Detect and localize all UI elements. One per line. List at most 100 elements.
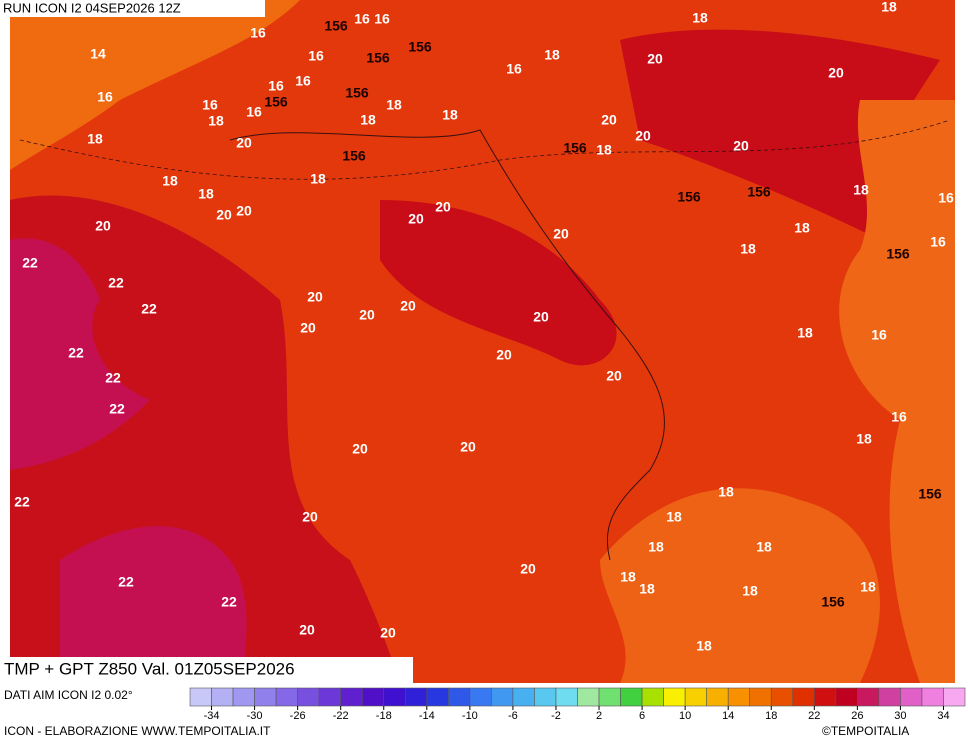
colorbar-tick-label: -30: [247, 710, 263, 722]
colorbar-swatch: [555, 687, 578, 707]
contour-label: 16: [308, 48, 324, 64]
colorbar-swatch: [749, 687, 772, 707]
contour-label: 156: [821, 594, 845, 610]
colorbar-swatch: [340, 687, 363, 707]
contour-label: 22: [105, 370, 121, 386]
contour-label: 18: [692, 10, 708, 26]
colorbar-swatch: [684, 687, 707, 707]
contour-label: 16: [246, 104, 262, 120]
contour-label: 20: [553, 226, 569, 242]
contour-label: 156: [563, 140, 587, 156]
contour-label: 22: [109, 401, 125, 417]
colorbar: -34 -30 -26 -22 -18 -14 -10 -6 -2 2 6 10 14 18 22 26 30 3…: [189, 687, 966, 722]
contour-label: 20: [307, 289, 323, 305]
contour-label: 20: [828, 65, 844, 81]
source-label: DATI AIM ICON I2 0.02°: [4, 688, 133, 702]
contour-label: 16: [938, 190, 954, 206]
contour-label: 156: [408, 39, 432, 55]
contour-label: 18: [740, 241, 756, 257]
title-box: [0, 657, 413, 683]
contour-label: 20: [635, 128, 651, 144]
contour-label: 22: [141, 301, 157, 317]
colorbar-swatch: [663, 687, 686, 707]
colorbar-swatch: [620, 687, 643, 707]
colorbar-swatch: [792, 687, 815, 707]
colorbar-swatch: [921, 687, 944, 707]
colorbar-tick-label: 34: [937, 710, 949, 722]
colorbar-tick-label: 26: [851, 710, 863, 722]
contour-label: 18: [648, 539, 664, 555]
contour-label: 18: [386, 97, 402, 113]
colorbar-swatch: [770, 687, 794, 707]
contour-label: 18: [198, 186, 214, 202]
very-hot-zone: [10, 238, 150, 470]
colorbar-tick-label: 30: [894, 710, 906, 722]
contour-label: 20: [601, 112, 617, 128]
contour-label: 20: [380, 625, 396, 641]
contour-label: 20: [352, 441, 368, 457]
colorbar-swatch: [297, 687, 320, 707]
contour-label: 18: [620, 569, 636, 585]
brand-label: ©TEMPOITALIA: [822, 724, 909, 738]
colorbar-tick-label: -18: [376, 710, 392, 722]
colorbar-swatch: [469, 687, 492, 707]
contour-label: 20: [460, 439, 476, 455]
contour-label: 22: [221, 594, 237, 610]
contour-label: 16: [374, 11, 390, 27]
contour-label: 20: [302, 509, 318, 525]
parallel: [19, 119, 951, 180]
contour-label: 22: [14, 494, 30, 510]
colorbar-swatch: [943, 687, 966, 707]
colorbar-tick-label: -10: [462, 710, 478, 722]
contour-label: 156: [366, 50, 390, 66]
contour-label: 18: [856, 431, 872, 447]
colorbar-swatch: [706, 687, 729, 707]
contour-label: 16: [202, 97, 218, 113]
contour-label: 156: [342, 148, 366, 164]
contour-label: 14: [90, 46, 106, 62]
contour-label: 156: [677, 189, 701, 205]
colorbar-swatch: [254, 687, 277, 707]
map-title: TMP + GPT Z850 Val. 01Z05SEP2026: [4, 659, 295, 678]
contour-label: 16: [506, 61, 522, 77]
contour-label: 156: [345, 85, 369, 101]
colorbar-tick-label: 22: [808, 710, 820, 722]
colorbar-swatch: [534, 687, 557, 707]
contour-label: 18: [718, 484, 734, 500]
contour-label: 20: [236, 203, 252, 219]
colorbar-swatch: [275, 687, 298, 707]
contour-label: 20: [299, 622, 315, 638]
contour-label: 18: [853, 182, 869, 198]
colorbar-swatch: [404, 687, 428, 707]
contour-label: 22: [108, 275, 124, 291]
contour-label: 20: [733, 138, 749, 154]
colorbar-tick-label: 6: [639, 710, 645, 722]
contour-label: 20: [606, 368, 622, 384]
contour-label: 18: [756, 539, 772, 555]
contour-label: 18: [742, 583, 758, 599]
contour-label: 20: [300, 320, 316, 336]
colorbar-tick-label: 14: [722, 710, 734, 722]
colorbar-tick-label: -14: [419, 710, 435, 722]
colorbar-swatch: [189, 687, 212, 707]
contour-label: 18: [797, 325, 813, 341]
colorbar-tick-label: -34: [204, 710, 220, 722]
colorbar-swatch: [383, 687, 406, 707]
contour-label: 18: [87, 131, 103, 147]
colorbar-swatch: [232, 687, 255, 707]
colorbar-swatch: [900, 687, 923, 707]
contour-label: 18: [794, 220, 810, 236]
contour-label: 18: [881, 0, 897, 15]
contour-label: 16: [295, 73, 311, 89]
colorbar-swatch: [727, 687, 751, 707]
colorbar-swatch: [361, 687, 385, 707]
contour-label: 20: [400, 298, 416, 314]
coastline: [229, 129, 665, 561]
contour-label: 20: [236, 135, 252, 151]
contour-label: 156: [264, 94, 288, 110]
contour-label: 22: [22, 255, 38, 271]
colorbar-tick-label: -2: [551, 710, 561, 722]
contour-label: 18: [666, 509, 682, 525]
